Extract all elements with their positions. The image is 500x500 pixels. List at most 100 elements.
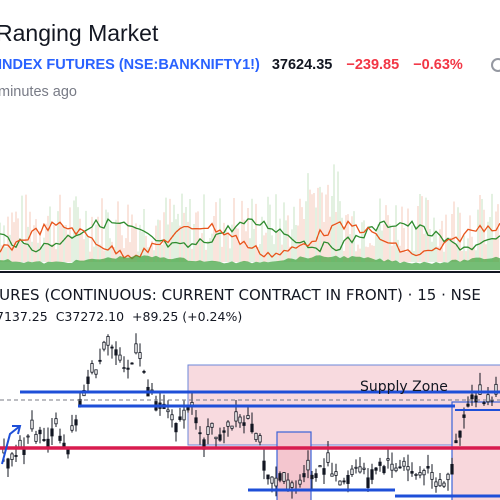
candle-body bbox=[326, 452, 330, 463]
candle-body bbox=[378, 461, 382, 466]
candle-body bbox=[446, 473, 450, 481]
candle-body bbox=[86, 376, 90, 384]
price-change-percent: −0.63% bbox=[413, 57, 463, 73]
candle-body bbox=[302, 473, 306, 478]
candle-body bbox=[130, 362, 134, 365]
supply-zone-label: Supply Zone bbox=[360, 379, 448, 395]
candle-body bbox=[210, 422, 214, 428]
candle-body bbox=[438, 479, 442, 487]
candle-body bbox=[10, 453, 14, 460]
candle-body bbox=[126, 367, 130, 370]
chart-symbol-title: TURES (CONTINUOUS: CURRENT CONTRACT IN F… bbox=[0, 286, 481, 304]
candle-body bbox=[114, 349, 118, 356]
candle-body bbox=[394, 467, 398, 472]
refresh-icon[interactable] bbox=[491, 58, 500, 72]
candle-body bbox=[250, 423, 254, 433]
candle-body bbox=[398, 466, 402, 469]
candle-body bbox=[290, 482, 294, 488]
candle-body bbox=[262, 460, 266, 471]
candle-body bbox=[470, 394, 474, 400]
candle-body bbox=[346, 474, 350, 484]
candle-body bbox=[46, 438, 50, 448]
candle-body bbox=[422, 470, 426, 476]
candle-body bbox=[354, 466, 358, 469]
candle-body bbox=[274, 477, 278, 487]
candle-body bbox=[342, 480, 346, 483]
candle-body bbox=[282, 472, 286, 482]
candle-body bbox=[350, 468, 354, 475]
candle-body bbox=[194, 417, 198, 424]
candle-body bbox=[314, 473, 318, 478]
candle-body bbox=[266, 474, 270, 480]
symbol-link[interactable]: INDEX FUTURES (NSE:BANKNIFTY1!) bbox=[0, 57, 260, 73]
candle-body bbox=[402, 460, 406, 467]
candle-body bbox=[30, 419, 34, 430]
indicator-pane bbox=[0, 164, 500, 270]
candle-body bbox=[94, 369, 98, 375]
candle-body bbox=[382, 466, 386, 474]
candle-body bbox=[414, 473, 418, 476]
candle-body bbox=[106, 336, 110, 346]
price-change: −239.85 bbox=[346, 57, 400, 73]
candle-body bbox=[122, 367, 126, 370]
candle-body bbox=[366, 477, 370, 488]
candle-body bbox=[458, 430, 462, 438]
candle-body bbox=[318, 465, 322, 468]
candle-body bbox=[222, 430, 226, 433]
pane-divider[interactable] bbox=[0, 271, 500, 273]
candle-body bbox=[466, 403, 470, 407]
last-price: 37624.35 bbox=[271, 57, 333, 73]
ohlc-readout: 7137.25 C37272.10 +89.25 (+0.24%) bbox=[0, 309, 246, 324]
candle-body bbox=[330, 473, 334, 477]
candle-body bbox=[370, 469, 374, 480]
candle-body bbox=[246, 415, 250, 419]
candle-body bbox=[198, 432, 202, 435]
candle-body bbox=[242, 422, 246, 426]
candle-body bbox=[410, 471, 414, 474]
candle-body bbox=[254, 432, 258, 441]
candle-body bbox=[442, 482, 446, 487]
candle-body bbox=[390, 463, 394, 471]
indicator-green-line bbox=[0, 218, 500, 253]
candle-body bbox=[358, 466, 362, 473]
candle-body bbox=[418, 472, 422, 476]
candle-body bbox=[450, 463, 454, 475]
candle-body bbox=[134, 343, 138, 354]
candle-body bbox=[170, 414, 174, 421]
candle-body bbox=[238, 416, 242, 424]
candle-body bbox=[310, 474, 314, 480]
candle-body bbox=[426, 466, 430, 469]
candle-body bbox=[218, 434, 222, 441]
candle-body bbox=[74, 419, 78, 426]
candle-body bbox=[234, 411, 238, 422]
candle-body bbox=[434, 481, 438, 487]
candle-body bbox=[138, 352, 142, 359]
idea-title: Ranging Market bbox=[0, 20, 159, 46]
candle-body bbox=[98, 359, 102, 362]
price-chart[interactable] bbox=[0, 330, 500, 500]
ohlc-low: 7137.25 bbox=[0, 309, 48, 324]
candle-body bbox=[206, 426, 210, 435]
candle-body bbox=[230, 425, 234, 429]
candle-body bbox=[494, 383, 498, 395]
candle-body bbox=[142, 370, 146, 373]
candle-body bbox=[462, 414, 466, 418]
candle-body bbox=[486, 394, 490, 403]
candle-body bbox=[226, 421, 230, 427]
candle-body bbox=[478, 384, 482, 395]
candle-body bbox=[454, 440, 458, 444]
candle-body bbox=[14, 455, 18, 457]
candle-body bbox=[62, 442, 66, 447]
candle-body bbox=[214, 436, 218, 440]
candle-body bbox=[186, 406, 190, 411]
candle-body bbox=[34, 433, 38, 442]
candle-body bbox=[174, 423, 178, 433]
candle-body bbox=[6, 458, 10, 469]
candle-body bbox=[278, 473, 282, 481]
candle-body bbox=[50, 428, 54, 437]
candle-body bbox=[102, 341, 106, 350]
symbol-row: INDEX FUTURES (NSE:BANKNIFTY1!) 37624.35… bbox=[0, 57, 463, 73]
candle-body bbox=[474, 395, 478, 403]
candle-body bbox=[338, 480, 342, 486]
indicator-baseline-area bbox=[0, 255, 500, 270]
